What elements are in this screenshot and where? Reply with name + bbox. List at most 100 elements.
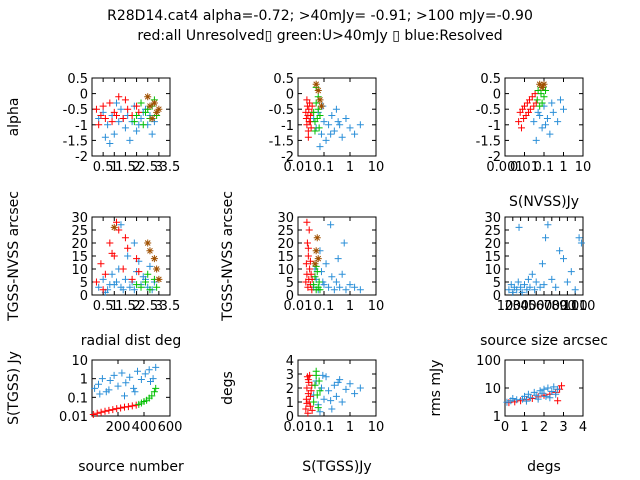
data-point-red: [93, 409, 101, 417]
data-point-blue: [542, 121, 550, 129]
plot-frame: [297, 77, 377, 157]
data-point-blue: [346, 380, 354, 388]
plot-frame: [91, 77, 171, 157]
data-point-blue: [319, 371, 327, 379]
x-tick-label: 0.1: [314, 299, 335, 314]
data-point-green: [133, 281, 141, 289]
y-tick-label: 5: [286, 276, 294, 291]
data-point-green: [540, 93, 548, 101]
data-point-green: [316, 286, 324, 294]
data-point-green: [130, 118, 138, 126]
data-point-red: [97, 111, 105, 119]
data-point-red: [305, 226, 313, 234]
x-tick-label: 50: [528, 299, 545, 314]
data-point-darkred: [312, 247, 320, 255]
data-point-blue: [325, 121, 333, 129]
data-point-red: [128, 402, 136, 410]
data-point-blue: [351, 283, 359, 291]
data-point-blue: [325, 283, 333, 291]
data-point-red: [113, 218, 121, 226]
y-tick-label: 10: [277, 263, 294, 278]
y-tick-label: 30: [277, 211, 294, 226]
data-point-green: [537, 90, 545, 98]
data-point-green: [315, 377, 323, 385]
data-point-red: [303, 384, 311, 392]
x-tick-label: 3: [155, 299, 163, 314]
y-tick-label: -1: [75, 119, 88, 134]
data-point-blue: [536, 111, 544, 119]
data-point-blue: [118, 369, 126, 377]
x-tick-label: 0.1: [314, 420, 335, 435]
data-point-red: [95, 121, 103, 129]
y-axis-label: rms mJy: [428, 360, 444, 417]
data-point-blue: [513, 286, 521, 294]
data-point-green: [316, 111, 324, 119]
data-point-blue: [530, 118, 538, 126]
y-tick-label: 0: [286, 410, 294, 425]
x-tick-label: 3.5: [160, 160, 181, 175]
y-tick-label: 25: [71, 224, 88, 239]
data-point-red: [515, 118, 523, 126]
data-point-green: [144, 270, 152, 278]
data-point-darkred: [312, 80, 320, 88]
y-tick-label: 0: [80, 289, 88, 304]
x-tick-label: 1.5: [115, 299, 136, 314]
data-point-darkred: [150, 255, 158, 263]
x-tick-label: 400: [132, 420, 157, 435]
y-tick-label: -0.5: [269, 103, 294, 118]
data-point-blue: [521, 392, 528, 400]
data-point-red: [302, 115, 310, 123]
panel-6: 102030405060708090100110051015202530sour…: [480, 211, 608, 349]
data-point-blue: [346, 124, 354, 132]
data-point-blue: [542, 392, 550, 400]
data-point-blue: [503, 398, 511, 406]
data-point-blue: [549, 108, 557, 116]
y-tick-label: 5: [493, 276, 501, 291]
data-point-blue: [538, 389, 546, 397]
data-point-green: [312, 367, 320, 375]
y-tick-label: -2: [488, 150, 501, 165]
data-point-blue: [317, 130, 325, 138]
data-point-blue: [334, 118, 342, 126]
data-point-blue: [121, 124, 129, 132]
x-tick-label: 2: [132, 299, 140, 314]
data-point-blue: [110, 371, 118, 379]
y-tick-label: 2: [286, 382, 294, 397]
x-axis-label: S(TGSS)Jy: [302, 459, 371, 475]
x-tick-label: 3: [155, 160, 163, 175]
data-point-blue: [328, 273, 336, 281]
data-point-blue: [130, 384, 138, 392]
data-point-blue: [560, 255, 567, 263]
data-point-blue: [338, 270, 346, 278]
x-tick-label: 0.01: [284, 299, 313, 314]
data-point-red: [119, 115, 127, 123]
x-tick-label: 10: [368, 299, 385, 314]
data-point-red: [306, 392, 314, 400]
y-tick-label: 10: [484, 382, 501, 397]
y-axis-label: TGSS-NVSS arcsec: [6, 191, 22, 322]
data-point-blue: [330, 127, 338, 135]
data-point-green: [137, 283, 145, 291]
data-point-green: [314, 105, 322, 113]
data-point-blue: [554, 385, 562, 393]
data-point-blue: [509, 395, 517, 403]
data-point-red: [304, 244, 312, 252]
data-point-darkred: [155, 275, 163, 283]
data-point-red: [306, 265, 314, 273]
panel-2: 0.01 0.1 1 10 0.50-0.5-1-1.5-2: [269, 72, 385, 175]
data-point-blue: [95, 283, 103, 291]
x-tick-label: 110: [571, 299, 596, 314]
data-point-blue: [320, 118, 328, 126]
data-point-blue: [552, 283, 560, 291]
data-point-blue: [575, 234, 583, 242]
data-point-blue: [563, 278, 571, 286]
data-point-blue: [556, 247, 564, 255]
data-point-blue: [532, 136, 540, 144]
data-point-blue: [106, 281, 114, 289]
data-point-darkred: [144, 239, 152, 247]
data-point-blue: [316, 143, 324, 151]
y-tick-label: -2: [75, 150, 88, 165]
data-point-red: [528, 93, 536, 101]
